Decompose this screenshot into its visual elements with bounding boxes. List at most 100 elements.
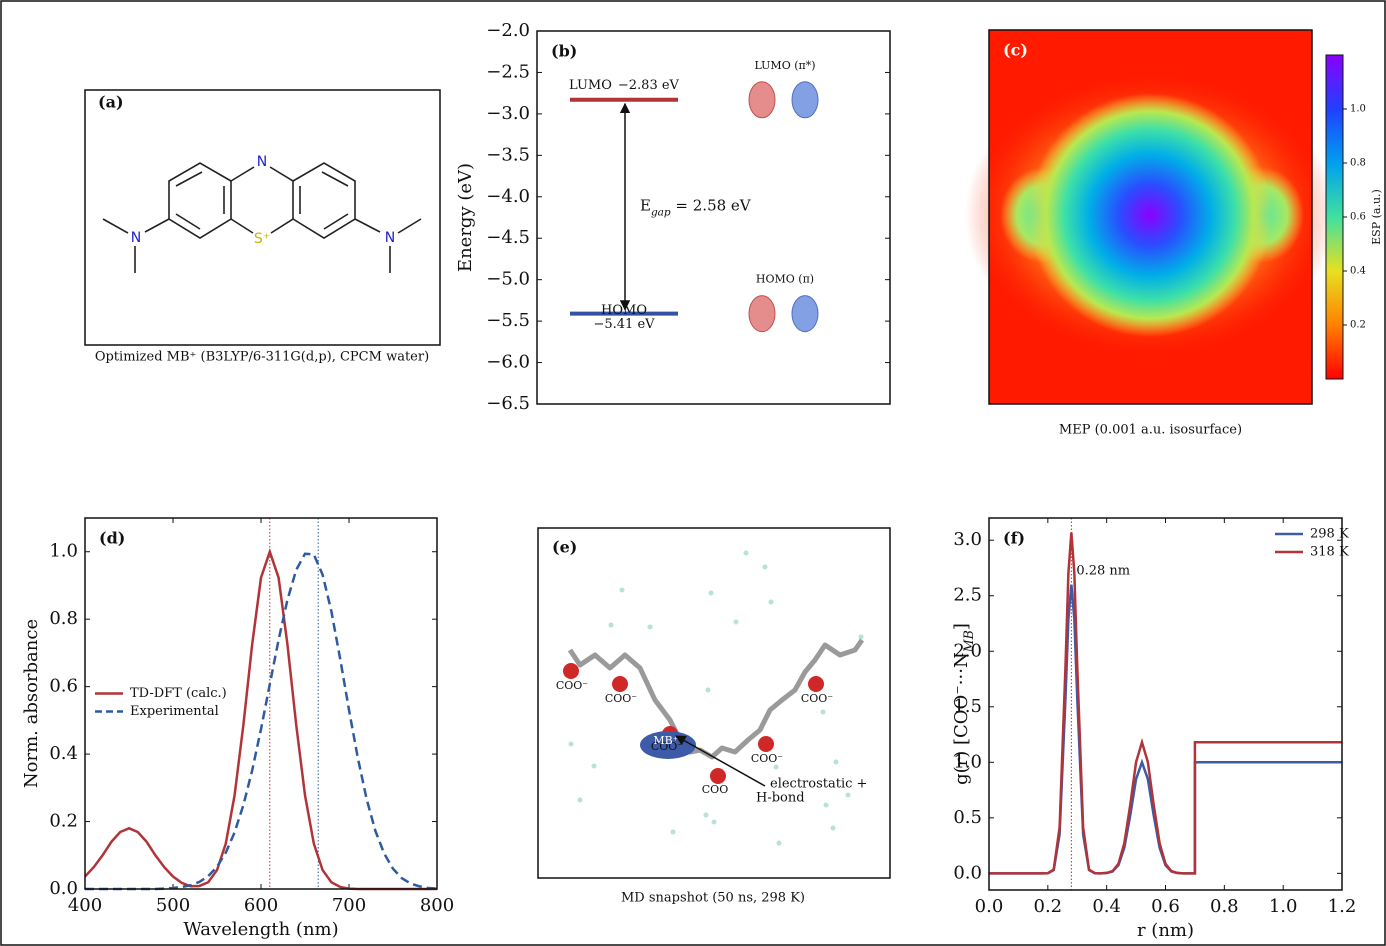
water-dots-part: [858, 634, 864, 640]
series-line: [989, 532, 1342, 875]
colorbar: [1325, 54, 1344, 380]
water-dots-part: [773, 764, 779, 770]
x-tick-label: 0.8: [1210, 896, 1239, 917]
molecule-bonds-part: [175, 213, 201, 230]
molecule-bonds: [102, 162, 422, 273]
colorbar-tick-label: 0.4: [1350, 266, 1366, 277]
y-tick-label: −3.5: [486, 144, 530, 165]
water-dots-part: [568, 741, 574, 747]
atom-label: N: [257, 154, 267, 170]
x-axis-label: r (nm): [1137, 920, 1194, 941]
y-tick-label: 0.0: [953, 862, 982, 883]
axes-frame: [84, 517, 438, 890]
water-dots-part: [705, 687, 711, 693]
y-tick-label: −6.5: [486, 393, 530, 414]
x-tick-label: 1.0: [1269, 896, 1298, 917]
colorbar-tick-label: 0.2: [1350, 320, 1366, 331]
annotation-arrow: [675, 735, 766, 787]
x-tick-label: 700: [332, 895, 366, 916]
y-tick-label: 0.4: [49, 743, 78, 764]
carboxylate-sites-part: [758, 736, 774, 752]
water-dots-part: [670, 829, 676, 835]
panel-e: COO⁻ COO⁻ COO⁻ COO⁻ COO⁻ COO MB⁺ electro…: [537, 527, 891, 906]
orbital-lobe: [791, 295, 819, 333]
atom-label: N: [131, 230, 141, 246]
axes-frame: [988, 517, 1343, 891]
panel-label: (d): [99, 529, 125, 548]
water-dots-part: [591, 763, 597, 769]
x-tick-label: 400: [68, 895, 102, 916]
colorbar-tick-label: 0.8: [1350, 158, 1366, 169]
water-dots-part: [608, 622, 614, 628]
colorbar-label: ESP (a.u.): [1370, 189, 1383, 245]
molecule-bonds-part: [354, 218, 381, 233]
y-tick-label: −6.0: [486, 352, 530, 373]
water-dots-part: [820, 709, 826, 715]
group-label: COO⁻: [556, 679, 588, 692]
caption: Optimized MB⁺ (B3LYP/6-311G(d,p), CPCM w…: [95, 350, 429, 365]
colorbar-tick-label: 1.0: [1350, 104, 1366, 115]
atom-label: N: [385, 230, 395, 246]
water-dots-part: [711, 819, 717, 825]
molecule-bonds-part: [292, 162, 356, 239]
molecule-bonds-part: [230, 218, 254, 234]
annotation: electrostatic +: [770, 777, 867, 792]
group-label: COO⁻: [751, 752, 783, 765]
polymer-chain: [567, 638, 865, 760]
molecule-bonds-part: [323, 213, 349, 230]
gap-label: Egap = 2.58 eV: [640, 197, 752, 219]
reference-label: 0.28 nm: [1076, 564, 1130, 579]
panel-label: (e): [552, 538, 577, 557]
water-dots-part: [776, 840, 782, 846]
carboxylate-sites: [563, 663, 824, 784]
x-tick-label: 0.2: [1034, 896, 1063, 917]
label-part: ]: [951, 623, 972, 630]
x-tick-label: 1.2: [1328, 896, 1357, 917]
y-axis-label: Energy (eV): [455, 163, 476, 272]
water-dots-part: [703, 812, 709, 818]
x-axis-label: Wavelength (nm): [183, 919, 338, 940]
y-axis-label: g(r) [COO⁻···NMB]: [951, 623, 976, 785]
y-tick-label: 2.0: [953, 640, 982, 661]
carboxylate-sites-part: [563, 663, 579, 679]
y-tick-label: 0.8: [49, 608, 78, 629]
x-tick-label: 0.6: [1151, 896, 1180, 917]
orbital-lobe: [791, 81, 819, 119]
group-label: COO: [702, 783, 728, 796]
water-dots-part: [743, 550, 749, 556]
x-tick-label: 0.0: [975, 896, 1004, 917]
y-axis-label: Norm. absorbance: [21, 619, 42, 788]
level-label: HOMO: [601, 303, 647, 318]
y-tick-label: 0.2: [49, 811, 78, 832]
orbital-label: LUMO (π*): [754, 59, 815, 72]
y-tick-label: 1.0: [49, 541, 78, 562]
y-tick-label: −5.0: [486, 269, 530, 290]
panel-label: (c): [1003, 41, 1028, 60]
molecule-bonds-part: [269, 166, 294, 234]
mep-map: [965, 29, 1335, 405]
water-dots-part: [845, 792, 851, 798]
group-label: COO⁻: [605, 692, 637, 705]
series-line: [989, 584, 1342, 875]
label-part: E: [640, 197, 651, 215]
panel-frame: [988, 29, 1313, 405]
y-tick-label: 0.6: [49, 676, 78, 697]
carboxylate-sites-part: [710, 768, 726, 784]
x-tick-label: 500: [156, 895, 190, 916]
panel-label: (b): [551, 42, 577, 61]
y-tick-label: 1.5: [953, 696, 982, 717]
colorbar-tick-label: 0.6: [1350, 212, 1366, 223]
series-line: [84, 547, 437, 891]
label-part: = 2.58 eV: [671, 197, 752, 215]
water-dots-part: [823, 802, 829, 808]
panel-frame: [84, 89, 441, 346]
label-part: g(r) [COO⁻···N: [951, 652, 972, 785]
water-dots-part: [619, 587, 625, 593]
label-part: −2.83 eV: [618, 77, 680, 92]
orbital-label: HOMO (π): [756, 273, 814, 286]
legend-label: 318 K: [1310, 545, 1349, 560]
water-dots-part: [830, 825, 836, 831]
y-tick-label: −4.0: [486, 186, 530, 207]
carboxylate-sites-part: [808, 676, 824, 692]
